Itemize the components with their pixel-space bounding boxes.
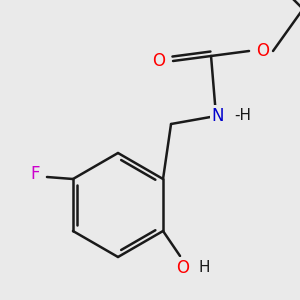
- Text: N: N: [212, 107, 224, 125]
- Text: O: O: [176, 259, 190, 277]
- Text: O: O: [152, 52, 166, 70]
- Text: F: F: [30, 165, 40, 183]
- Text: H: H: [198, 260, 209, 275]
- Text: O: O: [256, 42, 269, 60]
- Text: -H: -H: [234, 109, 251, 124]
